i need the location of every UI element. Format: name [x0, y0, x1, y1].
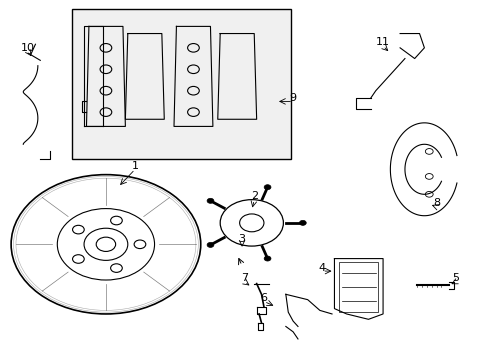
Bar [339, 262, 377, 312]
Text: 10: 10 [21, 43, 35, 53]
Circle shape [206, 198, 213, 203]
Circle shape [206, 242, 213, 247]
Text: 3: 3 [238, 234, 245, 244]
Text: 5: 5 [451, 273, 459, 283]
Text: 2: 2 [250, 191, 257, 201]
Text: 11: 11 [375, 37, 389, 48]
Circle shape [96, 237, 116, 251]
Circle shape [264, 185, 270, 190]
Text: 8: 8 [432, 198, 439, 208]
Text: 6: 6 [260, 293, 267, 303]
Text: 1: 1 [131, 161, 138, 171]
Bar [72, 9, 290, 158]
Text: 4: 4 [318, 262, 325, 273]
Text: 9: 9 [289, 93, 296, 103]
Text: 7: 7 [241, 273, 247, 283]
Circle shape [264, 256, 270, 261]
Circle shape [299, 220, 305, 225]
